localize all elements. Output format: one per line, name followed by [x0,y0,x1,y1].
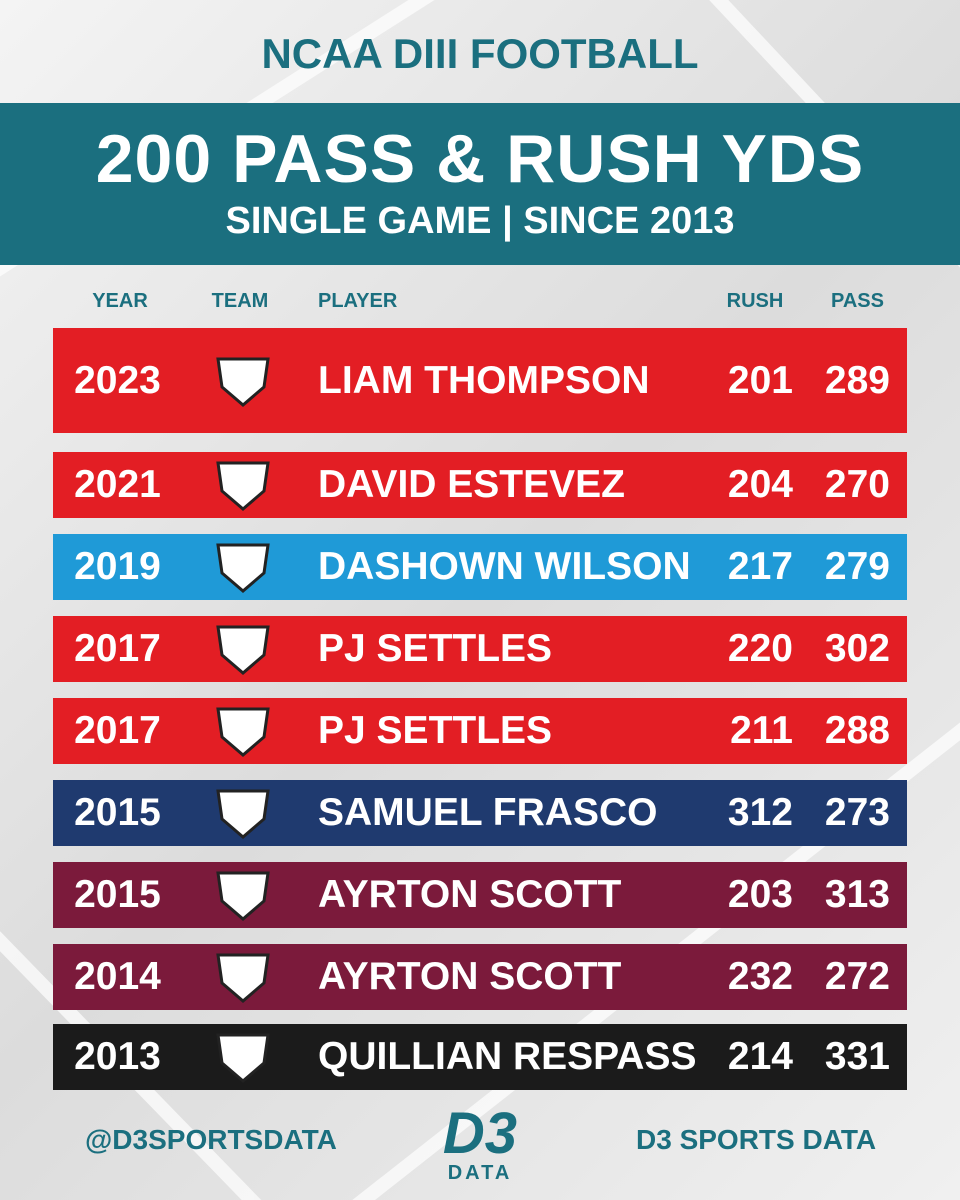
subtitle: SINGLE GAME | SINCE 2013 [225,200,735,242]
player: AYRTON SCOTT [318,955,622,998]
pass: 289 [824,358,890,402]
column-header: PLAYER [318,290,398,312]
player: QUILLIAN RESPASS [318,1035,697,1078]
year: 2015 [74,791,161,834]
logo-shape [216,707,270,757]
year: 2015 [74,873,161,916]
footer-handle: @D3SPORTSDATA [85,1124,337,1155]
player: PJ SETTLES [318,709,553,752]
logo-shape [216,625,270,675]
rush: 232 [727,955,793,998]
title: 200 PASS & RUSH YDS [95,121,865,197]
team-logo [216,461,270,511]
player: LIAM THOMPSON [318,358,650,402]
year: 2023 [74,358,161,402]
logo-bottom: DATA [447,1162,513,1184]
player: DASHOWN WILSON [318,545,691,588]
rush: 204 [727,463,793,506]
table-row: 2014 AYRTON SCOTT 232 272 [53,944,907,1010]
pass: 313 [824,873,890,916]
team-logo [216,953,270,1003]
year: 2019 [74,545,161,588]
logo-top: D3 [442,1101,518,1166]
rush: 211 [730,709,793,752]
logo-shape [216,1033,270,1083]
team-logo [216,707,270,757]
table-row: 2017 PJ SETTLES 211 288 [53,698,907,764]
rush: 203 [727,873,793,916]
logo-shape [216,953,270,1003]
year: 2013 [74,1035,161,1078]
footer-logo: D3 DATA [420,1101,540,1185]
team-logo [216,871,270,921]
column-header: RUSH [726,290,784,312]
kicker: NCAA DIII FOOTBALL [261,30,699,77]
pass: 270 [824,463,890,506]
logo-shape [216,871,270,921]
logo-shape [216,461,270,511]
player: SAMUEL FRASCO [318,791,658,834]
column-header: YEAR [92,290,148,312]
pass: 272 [824,955,890,998]
team-logo [216,357,270,407]
year: 2021 [74,463,161,506]
column-header: TEAM [211,290,269,312]
rush: 220 [727,627,793,670]
pass: 279 [824,545,890,588]
team-logo [216,1033,270,1083]
table-row: 2015 AYRTON SCOTT 203 313 [53,862,907,928]
rush: 201 [727,358,793,402]
table-row: 2013 QUILLIAN RESPASS 214 331 [53,1024,907,1090]
table-row: 2023 LIAM THOMPSON 201 289 [53,328,907,433]
logo-shape [216,543,270,593]
team-logo [216,789,270,839]
team-logo [216,625,270,675]
pass: 288 [824,709,890,752]
column-header: PASS [831,290,884,312]
table-row: 2017 PJ SETTLES 220 302 [53,616,907,682]
title-band [0,103,960,265]
rush: 312 [727,791,793,834]
pass: 273 [824,791,890,834]
rush: 214 [727,1035,793,1078]
table-row: 2015 SAMUEL FRASCO 312 273 [53,780,907,846]
logo-shape [216,357,270,407]
pass: 302 [824,627,890,670]
player: DAVID ESTEVEZ [318,463,625,506]
footer-brand: D3 SPORTS DATA [636,1124,877,1155]
year: 2017 [74,627,161,670]
table-row: 2019 DASHOWN WILSON 217 279 [53,534,907,600]
table-row: 2021 DAVID ESTEVEZ 204 270 [53,452,907,518]
team-logo [216,543,270,593]
rush: 217 [727,545,793,588]
pass: 331 [824,1035,890,1078]
logo-shape [216,789,270,839]
year: 2014 [74,955,161,998]
player: AYRTON SCOTT [318,873,622,916]
player: PJ SETTLES [318,627,553,670]
year: 2017 [74,709,161,752]
